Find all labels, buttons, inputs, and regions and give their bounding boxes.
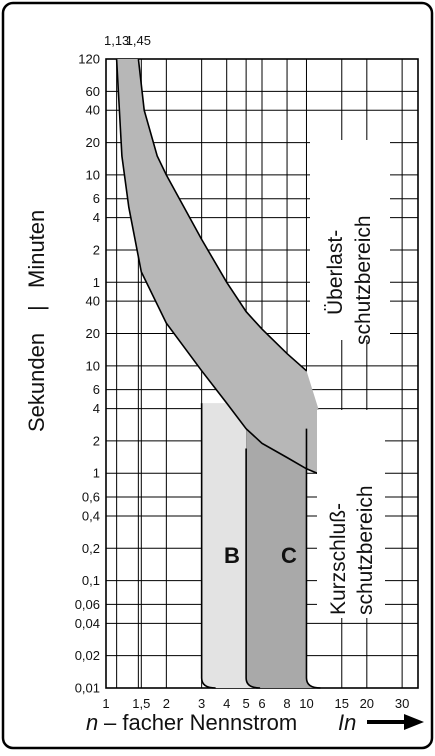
- y-tick-label: 2: [93, 433, 100, 448]
- y-tick-label: 0,06: [75, 597, 100, 612]
- overload-region-box: [310, 140, 390, 340]
- y-tick-label: 0,04: [75, 616, 100, 631]
- curve-bands: [116, 59, 342, 688]
- curve-outlines: [115, 58, 343, 689]
- short-circuit-region-box: [317, 410, 385, 618]
- y-tick-label: 6: [93, 191, 100, 206]
- x-axis-label-n: n: [86, 710, 98, 735]
- series-c-foot: [245, 677, 261, 689]
- y-tick-label: 2: [93, 242, 100, 257]
- y-tick-label: 40: [86, 103, 100, 118]
- x-tick-label: 1: [102, 696, 109, 711]
- top-mark-label: 1,45: [126, 33, 151, 48]
- x-axis-label-in: In: [338, 710, 356, 735]
- lower-trip-curve: [115, 58, 343, 485]
- series-b-foot: [200, 677, 216, 689]
- series-b-region: [201, 403, 259, 688]
- y-tick-label: 0,1: [82, 573, 100, 588]
- y-tick-label: 6: [93, 382, 100, 397]
- y-tick-label: 10: [86, 167, 100, 182]
- upper-trip-curve: [137, 58, 308, 372]
- y-tick-label: 0,4: [82, 508, 100, 523]
- x-tick-label: 6: [258, 696, 265, 711]
- x-tick-label: 20: [360, 696, 374, 711]
- x-tick-label: 3: [198, 696, 205, 711]
- short-circuit-region-line1: Kurzschluß-: [327, 503, 350, 615]
- y-tick-label: 10: [86, 358, 100, 373]
- x-tick-label: 5: [243, 696, 250, 711]
- y-tick-label: 20: [86, 326, 100, 341]
- y-tick-label: 1: [93, 466, 100, 481]
- y-axis-label-separator: |: [24, 305, 49, 311]
- y-axis-label-seconds: Sekunden: [24, 333, 49, 432]
- y-tick-label: 60: [86, 84, 100, 99]
- x-tick-label: 1,5: [132, 696, 150, 711]
- y-tick-label: 4: [93, 210, 100, 225]
- short-circuit-region-line2: schutzbereich: [354, 485, 377, 615]
- y-tick-label: 1: [93, 275, 100, 290]
- overload-band: [116, 59, 342, 484]
- series-c-region: [246, 428, 319, 688]
- y-tick-label: 40: [86, 294, 100, 309]
- y-tick-label: 0,2: [82, 541, 100, 556]
- y-tick-label: 0,6: [82, 490, 100, 505]
- top-mark-label: 1,13: [104, 33, 129, 48]
- y-tick-label: 4: [93, 401, 100, 416]
- x-tick-label: 10: [299, 696, 313, 711]
- series-c-label: C: [281, 543, 297, 568]
- y-tick-label: 120: [78, 52, 100, 67]
- series-b-label: B: [224, 543, 240, 568]
- overload-region-line2: schutzbereich: [352, 215, 375, 345]
- overload-region-line1: Überlast-: [324, 230, 347, 315]
- x-tick-label: 2: [163, 696, 170, 711]
- short-circuit-foot: [305, 677, 321, 689]
- x-tick-label: 4: [223, 696, 230, 711]
- x-tick-label: 8: [283, 696, 290, 711]
- y-tick-label: 0,01: [75, 681, 100, 696]
- x-tick-label: 30: [395, 696, 409, 711]
- x-axis-label-text: – facher Nennstrom: [104, 710, 297, 735]
- y-tick-label: 20: [86, 135, 100, 150]
- axis-labels: 1 1,5 2 3 4 5 6 8 10 15 20 301,131,450,010,020,040,…: [75, 33, 410, 711]
- y-axis-label-minutes: Minuten: [24, 210, 49, 288]
- x-tick-label: 15: [335, 696, 349, 711]
- right-arrow-icon: [367, 714, 424, 730]
- y-tick-label: 0,02: [75, 648, 100, 663]
